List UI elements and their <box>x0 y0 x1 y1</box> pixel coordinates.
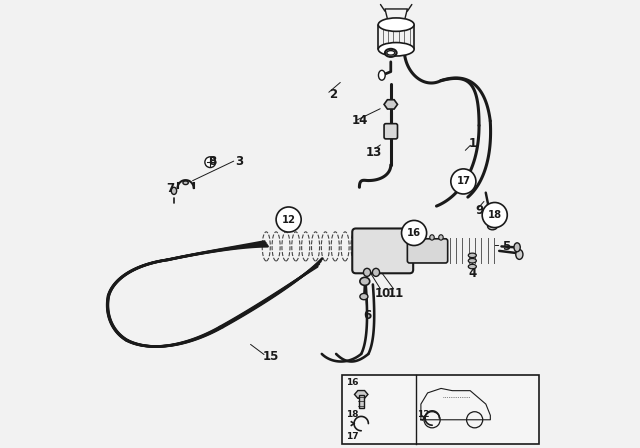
Ellipse shape <box>439 235 444 240</box>
Text: 6: 6 <box>363 309 371 323</box>
Ellipse shape <box>364 268 371 276</box>
Circle shape <box>451 169 476 194</box>
Text: 14: 14 <box>352 114 369 128</box>
Text: 9: 9 <box>475 204 483 217</box>
Text: 18: 18 <box>488 210 502 220</box>
Ellipse shape <box>372 268 380 276</box>
Text: 17: 17 <box>346 432 358 441</box>
Text: 2: 2 <box>330 87 337 101</box>
Text: 00095025: 00095025 <box>362 437 399 446</box>
Text: 11: 11 <box>388 287 404 300</box>
Ellipse shape <box>468 264 476 269</box>
Ellipse shape <box>430 235 435 240</box>
Circle shape <box>482 202 508 228</box>
Ellipse shape <box>378 18 414 31</box>
Ellipse shape <box>516 250 523 259</box>
Text: 10: 10 <box>374 287 391 300</box>
Circle shape <box>276 207 301 232</box>
Ellipse shape <box>172 187 177 194</box>
Ellipse shape <box>387 51 395 55</box>
Ellipse shape <box>360 293 368 300</box>
Circle shape <box>401 220 427 246</box>
Text: 5: 5 <box>502 240 510 253</box>
Text: 1: 1 <box>468 137 476 150</box>
FancyBboxPatch shape <box>407 239 448 263</box>
Text: 12: 12 <box>417 409 430 418</box>
Text: 18: 18 <box>346 409 358 418</box>
Ellipse shape <box>514 243 520 252</box>
Ellipse shape <box>378 43 414 56</box>
Polygon shape <box>384 100 397 109</box>
Text: 16: 16 <box>346 379 358 388</box>
FancyBboxPatch shape <box>358 395 364 408</box>
FancyBboxPatch shape <box>352 228 413 273</box>
Text: 15: 15 <box>262 349 279 363</box>
Ellipse shape <box>421 235 425 240</box>
Text: 8: 8 <box>209 155 216 168</box>
Ellipse shape <box>183 181 188 185</box>
Ellipse shape <box>468 258 476 263</box>
Text: 16: 16 <box>407 228 421 238</box>
Polygon shape <box>355 391 368 398</box>
Bar <box>342 375 539 444</box>
Circle shape <box>205 157 216 168</box>
Ellipse shape <box>488 223 497 230</box>
Text: 12: 12 <box>282 215 296 224</box>
Text: 4: 4 <box>468 267 476 280</box>
Text: 7: 7 <box>166 181 174 195</box>
Ellipse shape <box>468 253 476 258</box>
Text: 13: 13 <box>365 146 382 159</box>
FancyBboxPatch shape <box>384 124 397 139</box>
Ellipse shape <box>378 70 385 80</box>
Ellipse shape <box>385 49 397 57</box>
Ellipse shape <box>360 277 370 285</box>
Text: 17: 17 <box>456 177 470 186</box>
Text: 3: 3 <box>236 155 243 168</box>
